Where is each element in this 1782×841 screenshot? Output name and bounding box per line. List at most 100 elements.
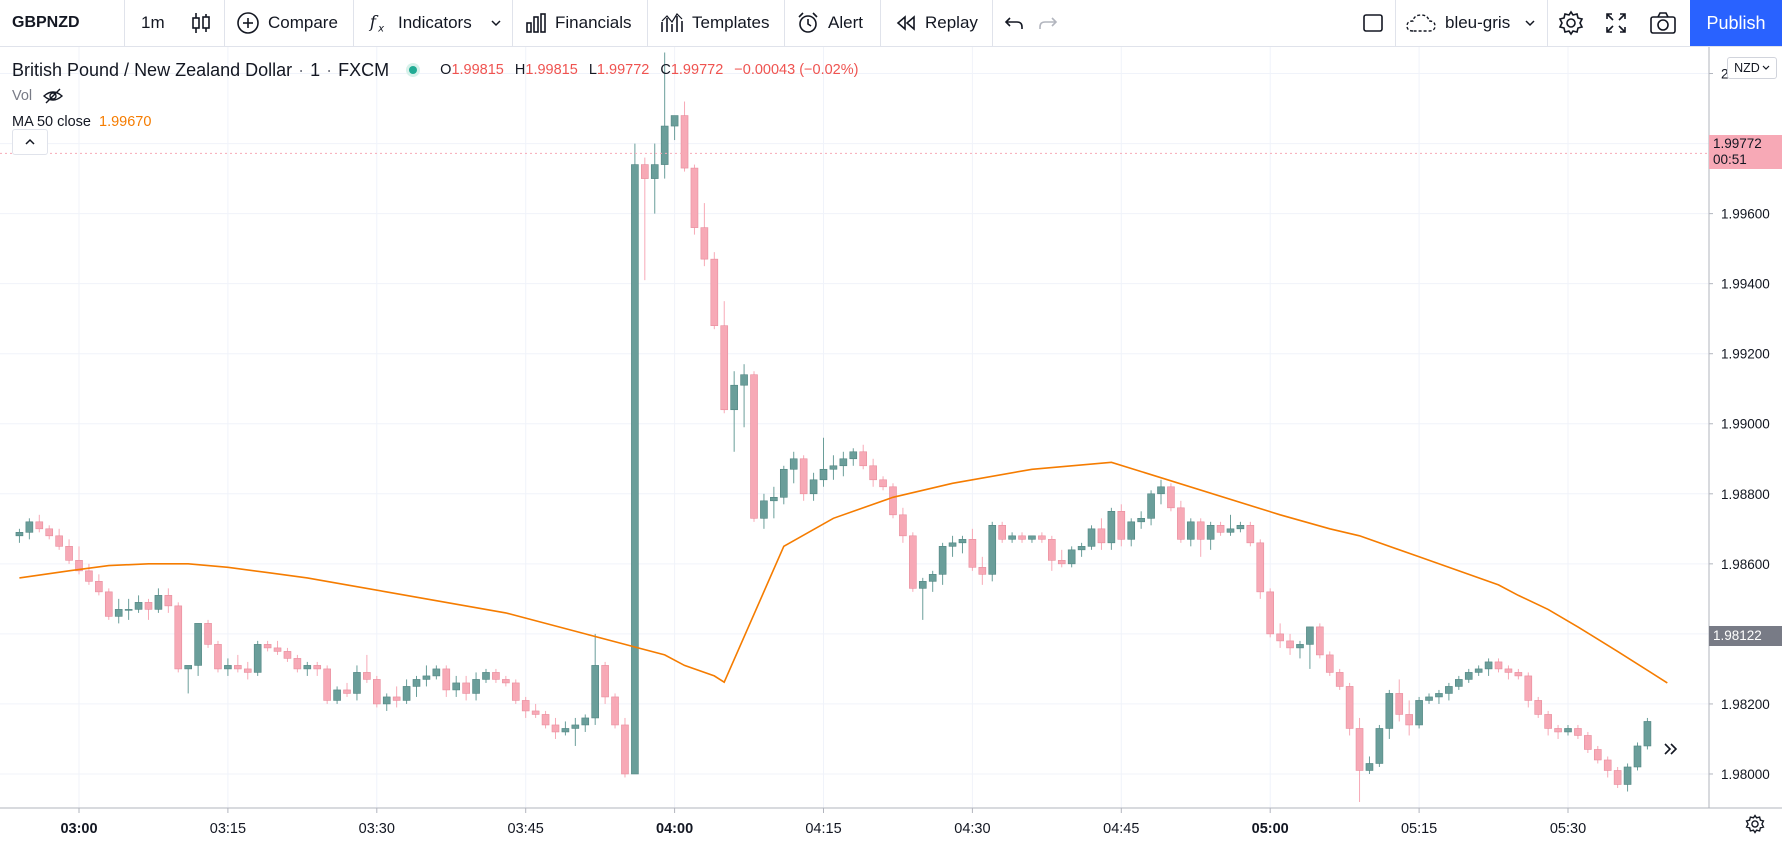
fullscreen-button[interactable] bbox=[1604, 0, 1636, 46]
candle-body bbox=[1435, 693, 1443, 698]
candle bbox=[710, 252, 719, 330]
candle bbox=[174, 602, 183, 673]
candle-body bbox=[392, 696, 401, 701]
candle-body bbox=[1554, 728, 1562, 733]
candle-body bbox=[15, 532, 24, 537]
candle-body bbox=[650, 164, 659, 179]
legend-interval: 1 bbox=[310, 59, 321, 80]
candle bbox=[1365, 756, 1374, 774]
candle bbox=[591, 633, 599, 725]
layout-name-label: bleu-gris bbox=[1445, 13, 1511, 32]
candle-body bbox=[740, 374, 748, 386]
candle-body bbox=[333, 689, 341, 701]
candle bbox=[1296, 640, 1304, 659]
candle bbox=[1167, 483, 1175, 512]
candle bbox=[313, 661, 322, 676]
scroll-to-realtime-button[interactable] bbox=[1654, 733, 1686, 765]
candle-body bbox=[1256, 542, 1265, 593]
time-tick-label: 05:15 bbox=[1401, 821, 1437, 837]
select-layout-button[interactable] bbox=[1362, 0, 1392, 46]
snapshot-button[interactable] bbox=[1649, 0, 1685, 46]
volume-legend[interactable]: Vol bbox=[12, 83, 858, 109]
candle-body bbox=[988, 525, 997, 575]
undo-button[interactable] bbox=[1003, 0, 1033, 46]
axis-settings-button[interactable] bbox=[1740, 809, 1770, 839]
toolbar-divider bbox=[224, 0, 225, 46]
candle-body bbox=[1077, 546, 1086, 551]
redo-button[interactable] bbox=[1037, 0, 1067, 46]
candle-body bbox=[1038, 535, 1046, 540]
candle bbox=[1415, 696, 1423, 729]
candle bbox=[482, 668, 490, 683]
currency-select[interactable]: NZD bbox=[1727, 57, 1777, 79]
candle-body bbox=[1504, 668, 1513, 673]
candle-body bbox=[1236, 525, 1245, 530]
candle bbox=[1593, 745, 1602, 764]
financials-button[interactable]: Financials bbox=[525, 0, 632, 46]
candle-body bbox=[124, 609, 133, 611]
candle bbox=[621, 717, 629, 778]
candle-body bbox=[1147, 493, 1155, 519]
collapse-legend-button[interactable] bbox=[12, 129, 48, 155]
candle-body bbox=[779, 468, 788, 498]
candle-body bbox=[750, 374, 758, 519]
candle bbox=[859, 444, 868, 470]
time-tick-label: 03:45 bbox=[508, 821, 544, 837]
layout-name-button[interactable]: bleu-gris bbox=[1405, 0, 1510, 46]
candle bbox=[531, 703, 540, 718]
toolbar-divider bbox=[784, 0, 785, 46]
candle-body bbox=[442, 668, 451, 691]
plus-circle-icon bbox=[236, 11, 260, 35]
financials-label: Financials bbox=[555, 13, 632, 32]
indicators-dropdown[interactable] bbox=[490, 0, 510, 46]
candle-body bbox=[710, 258, 719, 326]
candle bbox=[253, 640, 262, 676]
redo-icon bbox=[1037, 14, 1059, 32]
symbol-legend[interactable]: British Pound / New Zealand Dollar · 1 ·… bbox=[12, 57, 858, 83]
candle-body bbox=[372, 679, 381, 705]
layout-dropdown[interactable] bbox=[1524, 0, 1544, 46]
chart-pane[interactable]: 2.000001.998001.996001.994001.992001.990… bbox=[0, 47, 1782, 841]
chart-style-button[interactable] bbox=[190, 0, 220, 46]
symbol-search[interactable]: GBPNZD bbox=[12, 0, 80, 46]
candle bbox=[700, 203, 709, 267]
candle-body bbox=[1157, 486, 1165, 495]
candle bbox=[770, 486, 778, 519]
candle bbox=[273, 640, 282, 655]
candle-body bbox=[1484, 661, 1493, 670]
candle bbox=[730, 371, 738, 452]
time-tick-label: 05:00 bbox=[1252, 821, 1289, 837]
eye-hidden-icon[interactable] bbox=[42, 87, 64, 105]
publish-button[interactable]: Publish bbox=[1690, 0, 1782, 46]
alert-button[interactable]: Alert bbox=[796, 0, 863, 46]
candle bbox=[1316, 623, 1324, 659]
candle-body bbox=[948, 542, 957, 547]
replay-button[interactable]: Replay bbox=[895, 0, 978, 46]
candle bbox=[45, 525, 54, 540]
candle bbox=[521, 696, 530, 718]
candle bbox=[412, 675, 421, 697]
candle-body bbox=[1008, 535, 1016, 540]
candle bbox=[1445, 682, 1453, 701]
interval-button[interactable]: 1m bbox=[141, 0, 165, 46]
candle-body bbox=[1167, 486, 1175, 509]
candles-icon bbox=[190, 11, 212, 35]
currency-label: NZD bbox=[1734, 61, 1760, 75]
ma-legend[interactable]: MA 50 close 1.99670 bbox=[12, 109, 858, 135]
candle-body bbox=[1067, 549, 1076, 565]
candle bbox=[1127, 518, 1136, 547]
candle bbox=[650, 143, 659, 214]
candle bbox=[1464, 668, 1473, 683]
compare-button[interactable]: Compare bbox=[236, 0, 338, 46]
candle-body bbox=[1534, 700, 1543, 715]
indicators-label: Indicators bbox=[398, 13, 472, 32]
candle-body bbox=[789, 458, 798, 470]
price-chart[interactable]: 2.000001.998001.996001.994001.992001.990… bbox=[0, 47, 1782, 841]
templates-button[interactable]: Templates bbox=[660, 0, 769, 46]
time-tick-label: 03:00 bbox=[60, 821, 97, 837]
candle-body bbox=[641, 164, 649, 179]
candle bbox=[35, 514, 44, 533]
settings-button[interactable] bbox=[1558, 0, 1592, 46]
candle bbox=[760, 493, 768, 529]
